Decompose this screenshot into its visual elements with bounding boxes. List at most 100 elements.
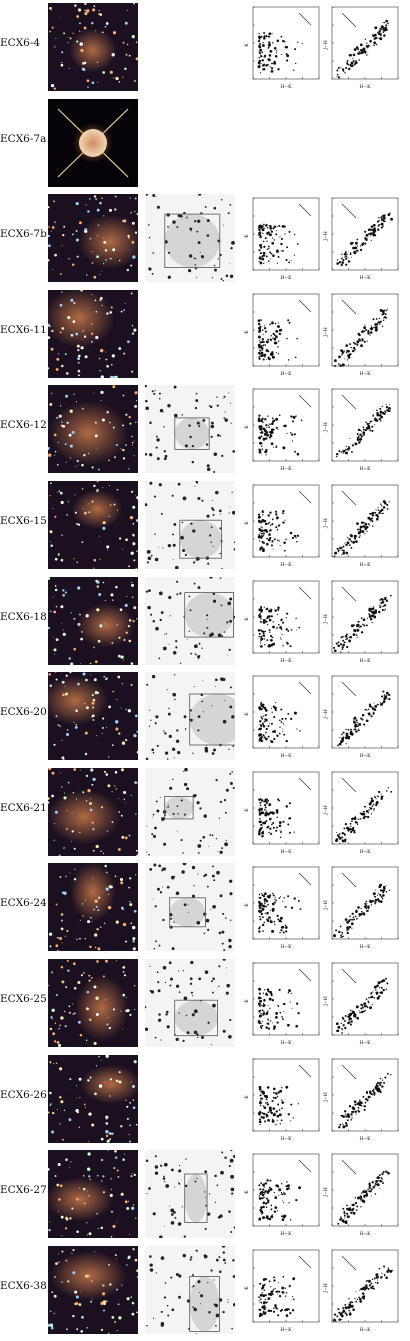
y-axis-label: K	[244, 903, 250, 907]
x-axis-label: H−K	[359, 466, 371, 472]
y-axis-label: K	[244, 807, 250, 811]
color-color-diagram: H−K J−H	[322, 1246, 402, 1334]
cluster-region-box	[174, 417, 210, 451]
field-label: ECX6-38	[0, 1279, 47, 1292]
field-row: ECX6-18 H−K K H−K J−H	[0, 575, 410, 667]
color-magnitude-diagram: H−K K	[243, 3, 323, 91]
field-label: ECX6-7a	[0, 132, 47, 145]
field-row: ECX6-27 H−K K H−K J−H	[0, 1148, 410, 1240]
x-axis-label: H−K	[359, 371, 371, 377]
y-axis-label: J−H	[323, 709, 329, 720]
x-axis-label: H−K	[280, 1040, 292, 1046]
color-color-diagram: H−K J−H	[322, 863, 402, 951]
ks-band-image	[145, 576, 235, 665]
y-axis-label: K	[244, 234, 250, 238]
x-axis-label: H−K	[359, 1040, 371, 1046]
field-row: ECX6-12 H−K K H−K J−H	[0, 383, 410, 475]
x-axis-label: H−K	[280, 944, 292, 950]
color-magnitude-diagram: H−K K	[243, 194, 323, 282]
x-axis-label: H−K	[359, 1327, 371, 1333]
color-color-diagram: H−K J−H	[322, 577, 402, 665]
cluster-region-box	[164, 795, 194, 820]
field-label: ECX6-7b	[0, 228, 47, 241]
x-axis-label: H−K	[280, 849, 292, 855]
rgb-image	[48, 98, 138, 187]
field-label: ECX6-26	[0, 1088, 47, 1101]
x-axis-label: H−K	[359, 658, 371, 664]
y-axis-label: K	[244, 999, 250, 1003]
ks-band-image	[145, 385, 235, 474]
ks-band-image	[145, 959, 235, 1047]
field-row: ECX6-7b H−K K H−K J−H	[0, 192, 410, 284]
x-axis-label: H−K	[359, 849, 371, 855]
field-row: ECX6-24 H−K K H−K J−H	[0, 861, 410, 953]
y-axis-label: K	[244, 521, 250, 525]
x-axis-label: H−K	[359, 944, 371, 950]
x-axis-label: H−K	[359, 275, 371, 281]
rgb-image	[48, 481, 138, 569]
ks-band-image	[145, 863, 235, 952]
color-magnitude-diagram: H−K K	[243, 863, 323, 951]
x-axis-label: H−K	[280, 753, 292, 759]
y-axis-label: J−H	[323, 996, 329, 1007]
color-magnitude-diagram: H−K K	[243, 1150, 323, 1238]
color-color-diagram: H−K J−H	[322, 3, 402, 91]
field-label: ECX6-27	[0, 1184, 47, 1197]
rgb-image	[48, 863, 138, 952]
field-label: ECX6-11	[0, 323, 47, 336]
y-axis-label: K	[244, 1094, 250, 1098]
rgb-image	[48, 576, 138, 665]
color-magnitude-diagram: H−K K	[243, 672, 323, 760]
cluster-region-box	[164, 213, 221, 269]
x-axis-label: H−K	[280, 1136, 292, 1142]
color-color-diagram: H−K J−H	[322, 290, 402, 378]
y-axis-label: J−H	[323, 1187, 329, 1198]
rgb-image	[48, 767, 138, 856]
x-axis-label: H−K	[359, 753, 371, 759]
field-row: ECX6-26 H−K K H−K J−H	[0, 1053, 410, 1145]
y-axis-label: J−H	[323, 1283, 329, 1294]
field-row: ECX6-21 H−K K H−K J−H	[0, 766, 410, 858]
x-axis-label: H−K	[280, 562, 292, 568]
x-axis-label: H−K	[359, 84, 371, 90]
field-label: ECX6-15	[0, 515, 47, 527]
field-row: ECX6-4 H−K K H−K J−H	[0, 1, 410, 93]
x-axis-label: H−K	[280, 84, 292, 90]
x-axis-label: H−K	[280, 1327, 292, 1333]
rgb-image	[48, 194, 138, 283]
x-axis-label: H−K	[359, 1136, 371, 1142]
field-label: ECX6-24	[0, 897, 47, 910]
y-axis-label: K	[244, 616, 250, 620]
color-magnitude-diagram: H−K K	[243, 481, 323, 569]
field-label: ECX6-4	[0, 37, 41, 49]
color-magnitude-diagram: H−K K	[243, 768, 323, 856]
y-axis-label: J−H	[323, 231, 329, 242]
field-label: ECX6-18	[0, 610, 47, 623]
color-color-diagram: H−K J−H	[322, 481, 402, 569]
field-row: ECX6-20 H−K K H−K J−H	[0, 670, 410, 762]
y-axis-label: J−H	[323, 1092, 329, 1103]
cluster-region-box	[189, 1275, 220, 1332]
color-magnitude-diagram: H−K K	[243, 959, 323, 1047]
x-axis-label: H−K	[359, 562, 371, 568]
cluster-region-box	[179, 519, 222, 559]
field-label: ECX6-25	[0, 993, 47, 1005]
x-axis-label: H−K	[280, 466, 292, 472]
y-axis-label: J−H	[323, 40, 329, 51]
y-axis-label: J−H	[323, 901, 329, 912]
y-axis-label: J−H	[323, 614, 329, 625]
cluster-region-box	[184, 591, 235, 638]
x-axis-label: H−K	[280, 275, 292, 281]
field-label: ECX6-21	[0, 801, 47, 814]
y-axis-label: J−H	[323, 805, 329, 816]
rgb-image	[48, 1054, 138, 1143]
ks-band-image	[145, 672, 235, 761]
x-axis-label: H−K	[359, 1231, 371, 1237]
rgb-image	[48, 3, 138, 91]
field-label: ECX6-20	[0, 706, 47, 719]
color-color-diagram: H−K J−H	[322, 768, 402, 856]
field-row: ECX6-38 H−K K H−K J−H	[0, 1244, 410, 1336]
y-axis-label: K	[244, 712, 250, 716]
ks-band-image	[145, 481, 235, 569]
color-color-diagram: H−K J−H	[322, 959, 402, 1047]
